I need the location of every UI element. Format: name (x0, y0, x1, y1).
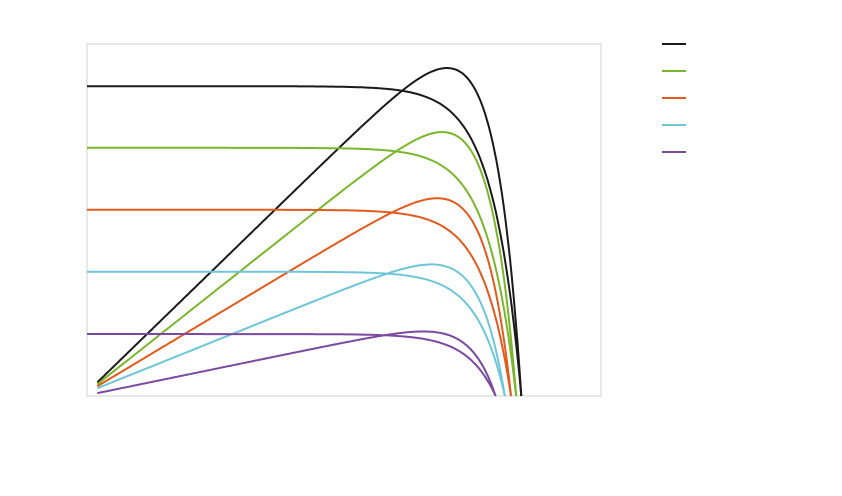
series-line-1-iv (87, 85, 523, 397)
series-line-4-power (96, 131, 518, 397)
legend-swatch-1 (662, 42, 686, 45)
series-line-2-power (96, 67, 523, 397)
legend-item-1 (662, 30, 694, 57)
series-line-8-power (96, 263, 506, 397)
series-line-6-power (96, 197, 512, 397)
series-line-10-power (97, 330, 497, 397)
legend-item-4 (662, 111, 694, 138)
legend-swatch-4 (662, 123, 686, 126)
series-layer (87, 67, 523, 397)
series-line-5-iv (87, 208, 512, 397)
legend-item-5 (662, 138, 694, 165)
legend (662, 30, 694, 165)
series-line-7-iv (87, 270, 506, 397)
legend-item-2 (662, 57, 694, 84)
legend-swatch-5 (662, 150, 686, 153)
legend-item-3 (662, 84, 694, 111)
series-line-3-iv (87, 146, 518, 397)
legend-swatch-3 (662, 96, 686, 99)
series-line-9-iv (87, 333, 497, 397)
legend-swatch-2 (662, 69, 686, 72)
